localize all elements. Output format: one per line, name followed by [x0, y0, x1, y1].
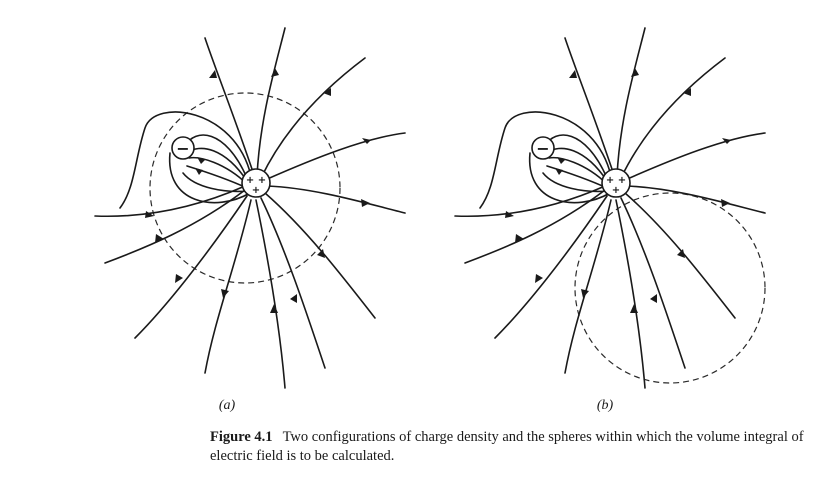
- panel-label-a: (a): [218, 398, 236, 413]
- positive-charge: + + +: [241, 168, 271, 198]
- figure: − + + +: [75, 27, 795, 413]
- negative-charge: −: [531, 136, 555, 160]
- svg-text:+ +: + +: [606, 175, 626, 186]
- figure-caption: Figure 4.1 Two configurations of charge d…: [210, 428, 820, 466]
- field-arrows: [505, 68, 731, 313]
- svg-text:+: +: [612, 185, 620, 196]
- integration-sphere: [149, 92, 341, 284]
- panel-b-diagram: − + + +: [454, 27, 795, 389]
- negative-charge: −: [171, 136, 195, 160]
- figure-number: Figure 4.1: [210, 429, 273, 445]
- integration-sphere: [574, 192, 766, 384]
- svg-text:+: +: [252, 185, 260, 196]
- field-lines-diagram-b: − + + +: [454, 27, 766, 389]
- field-arrows: [145, 68, 371, 313]
- caption-text: Two configurations of charge density and…: [210, 429, 804, 464]
- positive-charge: + + +: [601, 168, 631, 198]
- field-lines: [94, 27, 406, 389]
- panel-a-diagram: − + + +: [75, 27, 415, 389]
- svg-text:−: −: [176, 139, 189, 158]
- field-lines: [454, 27, 766, 389]
- field-lines-diagram-a: − + + +: [94, 27, 406, 389]
- svg-text:+ +: + +: [246, 175, 266, 186]
- svg-text:−: −: [536, 139, 549, 158]
- panel-label-b: (b): [596, 398, 614, 413]
